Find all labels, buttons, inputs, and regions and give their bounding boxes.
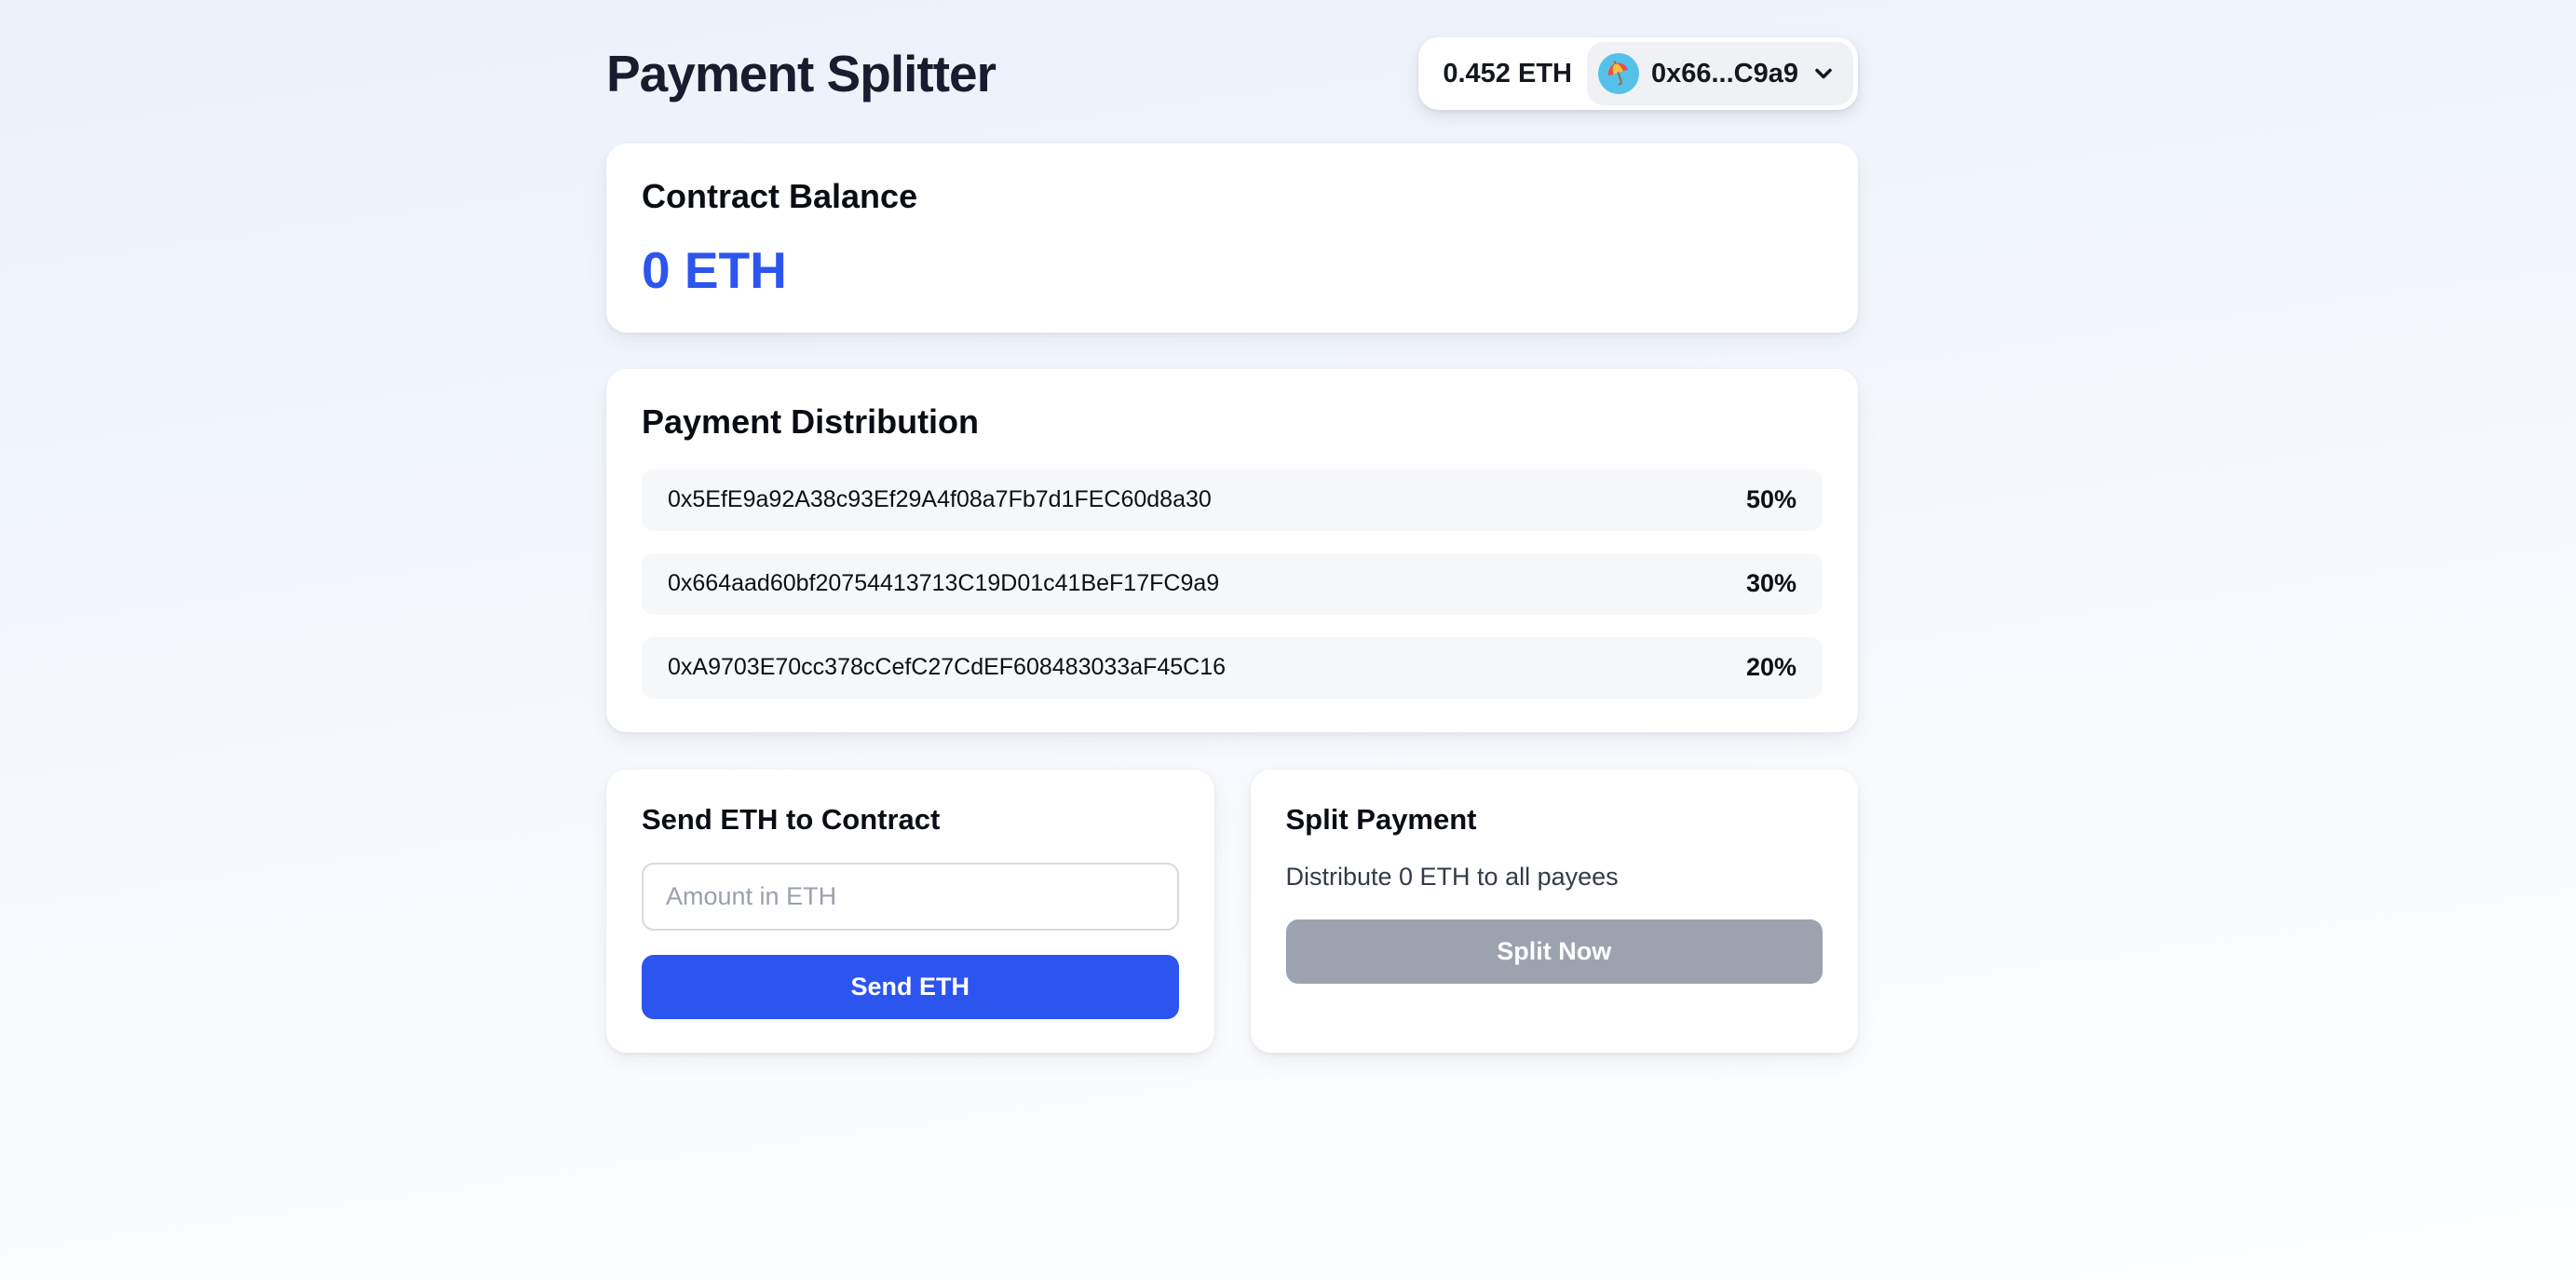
- split-now-button[interactable]: Split Now: [1285, 919, 1823, 984]
- payee-row: 0x5EfE9a92A38c93Ef29A4f08a7Fb7d1FEC60d8a…: [642, 469, 1823, 531]
- amount-input[interactable]: [642, 862, 1179, 931]
- contract-balance-value: 0 ETH: [642, 241, 787, 299]
- contract-balance-title: Contract Balance: [642, 177, 918, 215]
- payee-address: 0x664aad60bf20754413713C19D01c41BeF17FC9…: [668, 570, 1220, 596]
- payment-distribution-card: Payment Distribution 0x5EfE9a92A38c93Ef2…: [606, 368, 1858, 732]
- payment-distribution-title: Payment Distribution: [642, 402, 980, 441]
- umbrella-avatar-icon: [1597, 53, 1639, 94]
- split-payment-card: Split Payment Distribute 0 ETH to all pa…: [1250, 769, 1858, 1053]
- wallet-pill[interactable]: 0.452 ETH 0x66...C9a9: [1418, 37, 1858, 110]
- payee-row: 0x664aad60bf20754413713C19D01c41BeF17FC9…: [642, 552, 1823, 615]
- split-description: Distribute 0 ETH to all payees: [1285, 862, 1619, 891]
- send-eth-title: Send ETH to Contract: [642, 802, 941, 836]
- wallet-balance: 0.452 ETH: [1443, 58, 1572, 89]
- payee-share: 50%: [1745, 485, 1796, 513]
- payee-share: 20%: [1745, 653, 1796, 681]
- payee-row: 0xA9703E70cc378cCefC27CdEF608483033aF45C…: [642, 636, 1823, 699]
- topbar: Payment Splitter 0.452 ETH 0x66.: [606, 37, 1858, 110]
- payee-share: 30%: [1745, 569, 1796, 597]
- wallet-account-button[interactable]: 0x66...C9a9: [1586, 42, 1853, 105]
- page-title: Payment Splitter: [606, 45, 997, 102]
- contract-balance-card: Contract Balance 0 ETH: [606, 143, 1858, 333]
- main-container: Payment Splitter 0.452 ETH 0x66.: [606, 0, 1858, 1053]
- split-payment-title: Split Payment: [1285, 802, 1477, 836]
- send-eth-card: Send ETH to Contract Send ETH: [606, 769, 1214, 1053]
- send-eth-button[interactable]: Send ETH: [642, 954, 1179, 1019]
- bottom-cards-row: Send ETH to Contract Send ETH Split Paym…: [606, 769, 1858, 1053]
- wallet-address: 0x66...C9a9: [1650, 58, 1798, 89]
- chevron-down-icon: [1810, 61, 1837, 87]
- payee-address: 0x5EfE9a92A38c93Ef29A4f08a7Fb7d1FEC60d8a…: [668, 486, 1212, 512]
- payee-address: 0xA9703E70cc378cCefC27CdEF608483033aF45C…: [668, 654, 1227, 680]
